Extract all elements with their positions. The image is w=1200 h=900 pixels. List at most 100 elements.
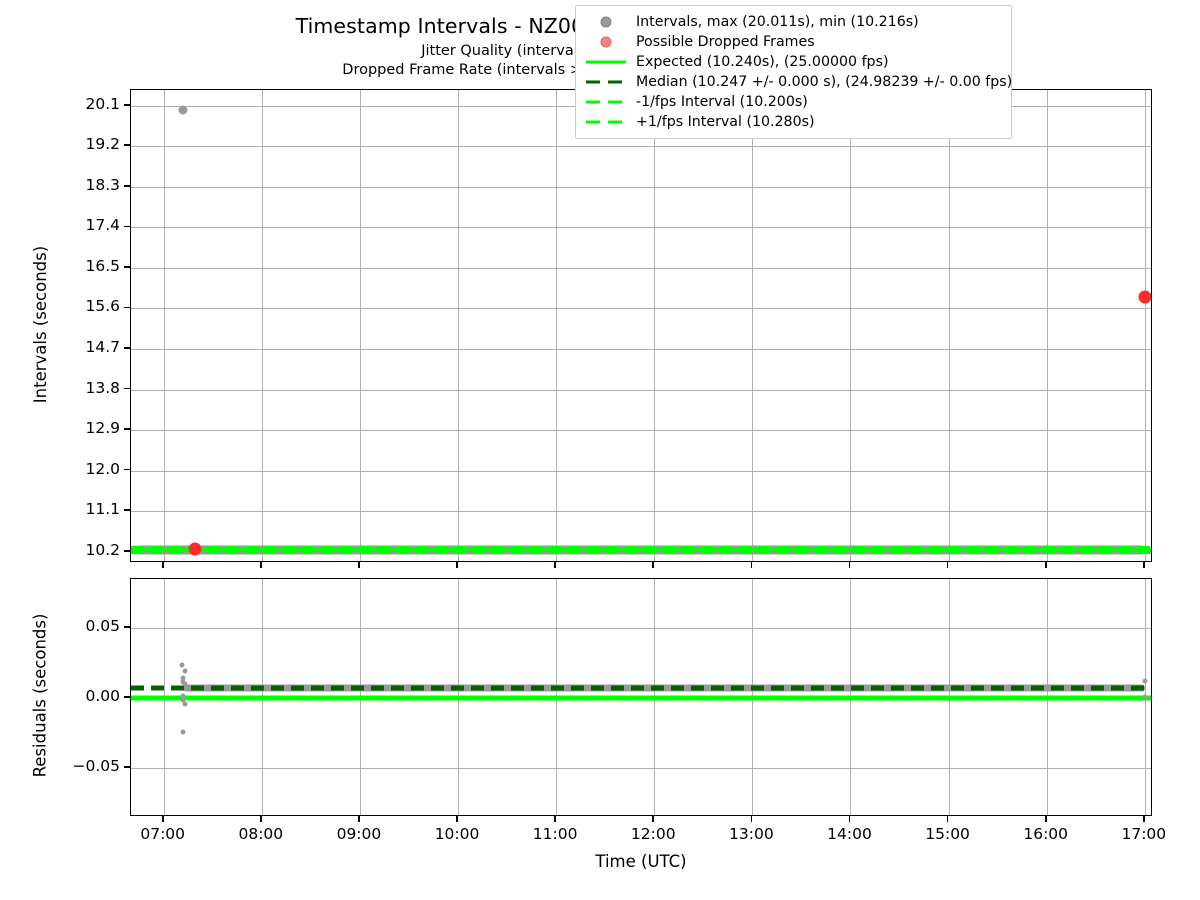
y-tick-mark bbox=[124, 468, 130, 471]
x-tick-mark bbox=[750, 562, 753, 568]
dashed-line-icon bbox=[586, 80, 626, 84]
x-tick-mark bbox=[1142, 816, 1145, 822]
legend-label: +1/fps Interval (10.280s) bbox=[636, 114, 815, 130]
x-tick-label: 09:00 bbox=[336, 825, 382, 843]
legend-label: Possible Dropped Frames bbox=[636, 34, 815, 50]
y-tick-mark bbox=[124, 225, 130, 228]
gridline-horizontal bbox=[131, 470, 1151, 472]
x-tick-mark bbox=[1044, 562, 1047, 568]
x-tick-mark bbox=[750, 816, 753, 822]
y-tick-mark bbox=[124, 549, 130, 552]
x-tick-mark bbox=[554, 816, 556, 822]
x-tick-mark bbox=[358, 562, 360, 568]
y-tick-label: 0.05 bbox=[85, 617, 120, 635]
gridline-horizontal bbox=[131, 267, 1151, 269]
x-tick-label: 10:00 bbox=[434, 825, 480, 843]
gridline-horizontal bbox=[131, 308, 1151, 310]
residual-point bbox=[179, 662, 185, 668]
x-tick-mark bbox=[554, 562, 556, 568]
y-tick-label: 19.2 bbox=[85, 135, 120, 154]
gridline-horizontal bbox=[131, 227, 1151, 229]
legend-item[interactable]: Median (10.247 +/- 0.000 s), (24.98239 +… bbox=[584, 72, 1012, 92]
x-tick-mark bbox=[652, 562, 655, 568]
y-tick-mark bbox=[124, 766, 130, 768]
x-tick-mark bbox=[259, 562, 262, 568]
gridline-vertical bbox=[1046, 90, 1048, 561]
y-tick-label: 12.9 bbox=[85, 419, 120, 438]
x-tick-label: 07:00 bbox=[140, 825, 186, 843]
x-tick-mark bbox=[946, 816, 949, 822]
x-tick-label: 15:00 bbox=[925, 825, 970, 843]
intervals-plot-inner bbox=[131, 90, 1151, 561]
y-tick-label: 16.5 bbox=[85, 256, 120, 275]
x-tick-mark bbox=[848, 562, 851, 568]
y-tick-label: 10.2 bbox=[85, 540, 120, 559]
gridline-horizontal bbox=[131, 186, 1151, 188]
interval-point bbox=[178, 105, 188, 115]
y-tick-label: 20.1 bbox=[85, 94, 120, 113]
x-tick-label: 13:00 bbox=[729, 825, 774, 843]
dashed-line-icon bbox=[586, 100, 626, 104]
x-tick-label: 14:00 bbox=[827, 825, 872, 843]
dropped-frame-marker-icon bbox=[600, 36, 612, 48]
x-tick-mark bbox=[946, 562, 949, 568]
x-tick-mark bbox=[358, 816, 360, 822]
residual-point bbox=[182, 701, 188, 707]
legend-item[interactable]: Intervals, max (20.011s), min (10.216s) bbox=[584, 12, 1003, 32]
y-tick-label: 12.0 bbox=[85, 459, 120, 478]
y-tick-mark bbox=[124, 626, 130, 628]
legend-handle-dashed bbox=[584, 93, 628, 111]
gridline-vertical bbox=[261, 90, 263, 561]
residual-point bbox=[180, 693, 186, 699]
y-tick-label: 15.6 bbox=[85, 297, 120, 316]
residual-point bbox=[1142, 694, 1148, 700]
legend-label: Intervals, max (20.011s), min (10.216s) bbox=[636, 14, 919, 30]
dashed-line-icon bbox=[586, 120, 626, 124]
legend-label: -1/fps Interval (10.200s) bbox=[636, 94, 808, 110]
legend-item[interactable]: +1/fps Interval (10.280s) bbox=[584, 112, 1003, 132]
gridline-vertical bbox=[556, 90, 558, 561]
x-tick-mark bbox=[1044, 816, 1047, 822]
y-tick-mark bbox=[124, 103, 130, 106]
intervals-y-axis-label: Intervals (seconds) bbox=[30, 245, 50, 403]
reference-line-dashed bbox=[131, 549, 1151, 554]
legend-handle-dashed bbox=[584, 113, 628, 131]
x-tick-label: 11:00 bbox=[532, 825, 578, 843]
gridline-horizontal bbox=[131, 628, 1151, 629]
legend-label: Expected (10.240s), (25.00000 fps) bbox=[636, 54, 889, 70]
y-tick-label: 13.8 bbox=[85, 378, 120, 397]
residual-point bbox=[182, 681, 188, 687]
solid-line-icon bbox=[586, 60, 626, 64]
legend-item[interactable]: -1/fps Interval (10.200s) bbox=[584, 92, 1003, 112]
reference-line-solid bbox=[131, 695, 1151, 701]
intervals-plot-area bbox=[130, 89, 1152, 562]
x-tick-mark bbox=[652, 816, 655, 822]
residual-point bbox=[180, 729, 186, 735]
chart-legend[interactable]: Intervals, max (20.011s), min (10.216s) P… bbox=[575, 5, 1012, 139]
gridline-horizontal bbox=[131, 511, 1151, 513]
interval-marker-icon bbox=[600, 16, 612, 28]
y-tick-label: −0.05 bbox=[72, 757, 121, 775]
gridline-horizontal bbox=[131, 430, 1151, 432]
gridline-vertical bbox=[163, 90, 165, 561]
gridline-vertical bbox=[458, 90, 460, 561]
gridline-vertical bbox=[359, 90, 361, 561]
reference-line-dashed bbox=[131, 685, 1151, 691]
x-axis-label: Time (UTC) bbox=[595, 852, 687, 871]
legend-item[interactable]: Expected (10.240s), (25.00000 fps) bbox=[584, 52, 1003, 72]
x-tick-mark bbox=[1142, 562, 1145, 568]
gridline-horizontal bbox=[131, 146, 1151, 148]
x-tick-label: 16:00 bbox=[1023, 825, 1069, 843]
y-tick-label: 17.4 bbox=[85, 216, 120, 235]
y-tick-label: 11.1 bbox=[85, 500, 120, 519]
legend-item[interactable]: Possible Dropped Frames bbox=[584, 32, 1003, 52]
x-tick-mark bbox=[456, 562, 458, 568]
residuals-plot-area bbox=[130, 578, 1152, 816]
gridline-horizontal bbox=[131, 349, 1151, 351]
y-tick-mark bbox=[124, 144, 130, 147]
x-tick-mark bbox=[259, 816, 262, 822]
gridline-horizontal bbox=[131, 768, 1151, 769]
residual-point bbox=[180, 697, 186, 703]
x-tick-label: 12:00 bbox=[630, 825, 676, 843]
